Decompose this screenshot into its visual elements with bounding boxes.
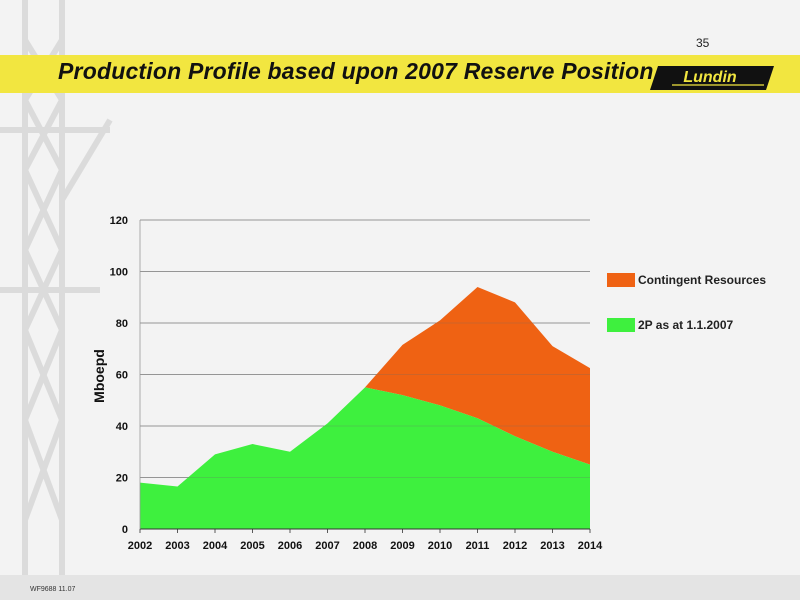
x-tick-label: 2005 — [240, 540, 264, 552]
x-tick-label: 2006 — [278, 540, 302, 552]
y-tick-label: 0 — [122, 524, 128, 536]
x-tick-label: 2008 — [353, 540, 377, 552]
x-tick-label: 2010 — [428, 540, 452, 552]
legend-swatch — [607, 273, 635, 287]
y-tick-label: 100 — [110, 267, 128, 279]
x-tick-label: 2013 — [540, 540, 564, 552]
y-tick-label: 20 — [116, 473, 128, 485]
oil-rig-silhouette — [0, 0, 113, 600]
legend-swatch — [607, 318, 635, 332]
x-tick-label: 2014 — [578, 540, 603, 552]
legend-label: 2P as at 1.1.2007 — [638, 318, 734, 332]
y-tick-label: 120 — [110, 215, 128, 227]
series-area-contingent-resources — [140, 286, 590, 529]
x-tick-label: 2007 — [315, 540, 339, 552]
footer-band — [0, 575, 800, 600]
x-tick-label: 2002 — [128, 540, 152, 552]
x-tick-label: 2009 — [390, 540, 414, 552]
x-tick-label: 2004 — [203, 540, 228, 552]
slide-number: 35 — [696, 36, 710, 50]
footer-code: WF9688 11.07 — [30, 586, 76, 593]
slide-title: Production Profile based upon 2007 Reser… — [58, 58, 654, 84]
legend-label: Contingent Resources — [638, 273, 767, 287]
x-tick-label: 2003 — [165, 540, 189, 552]
lundin-logo: Lundin — [650, 66, 774, 90]
x-tick-label: 2011 — [466, 540, 490, 552]
y-axis-label: Mboepd — [91, 349, 107, 403]
series-area-2p — [140, 387, 590, 529]
logo-text: Lundin — [683, 69, 737, 86]
y-tick-label: 80 — [116, 318, 128, 330]
y-tick-label: 40 — [116, 421, 128, 433]
x-tick-label: 2012 — [503, 540, 527, 552]
y-tick-label: 60 — [116, 370, 128, 382]
